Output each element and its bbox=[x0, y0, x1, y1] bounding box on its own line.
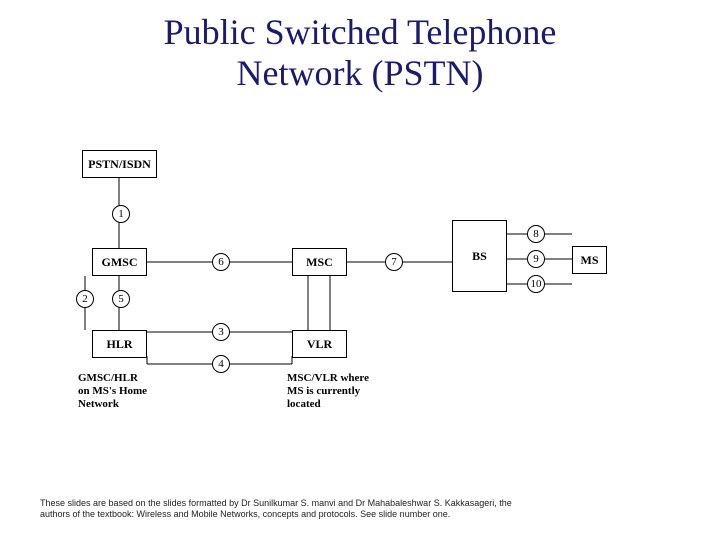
edge-label-3: 3 bbox=[212, 323, 230, 341]
caption-right: MSC/VLR whereMS is currentlylocated bbox=[287, 372, 369, 412]
pstn-diagram: PSTN/ISDNGMSCHLRMSCVLRBSMS12563478910GMS… bbox=[82, 150, 642, 430]
title-line-1: Public Switched Telephone bbox=[164, 12, 557, 52]
edge-label-4: 4 bbox=[212, 355, 230, 373]
caption-left: GMSC/HLRon MS's HomeNetwork bbox=[78, 372, 147, 412]
edge-label-8: 8 bbox=[527, 225, 545, 243]
edge-label-7: 7 bbox=[385, 253, 403, 271]
title-line-2: Network (PSTN) bbox=[237, 53, 484, 93]
edge-label-9: 9 bbox=[527, 250, 545, 268]
node-hlr: HLR bbox=[92, 330, 147, 358]
node-vlr: VLR bbox=[292, 330, 347, 358]
edge-label-6: 6 bbox=[212, 253, 230, 271]
node-gmsc: GMSC bbox=[92, 248, 147, 276]
attribution-footer: These slides are based on the slides for… bbox=[40, 498, 512, 521]
edge-label-2: 2 bbox=[76, 290, 94, 308]
node-pstn: PSTN/ISDN bbox=[82, 150, 157, 178]
edge-label-5: 5 bbox=[112, 290, 130, 308]
node-bs: BS bbox=[452, 220, 507, 292]
node-ms: MS bbox=[572, 246, 607, 274]
edge-label-10: 10 bbox=[527, 275, 545, 293]
node-msc: MSC bbox=[292, 248, 347, 276]
slide-title: Public Switched Telephone Network (PSTN) bbox=[0, 12, 720, 95]
edge-label-1: 1 bbox=[112, 205, 130, 223]
